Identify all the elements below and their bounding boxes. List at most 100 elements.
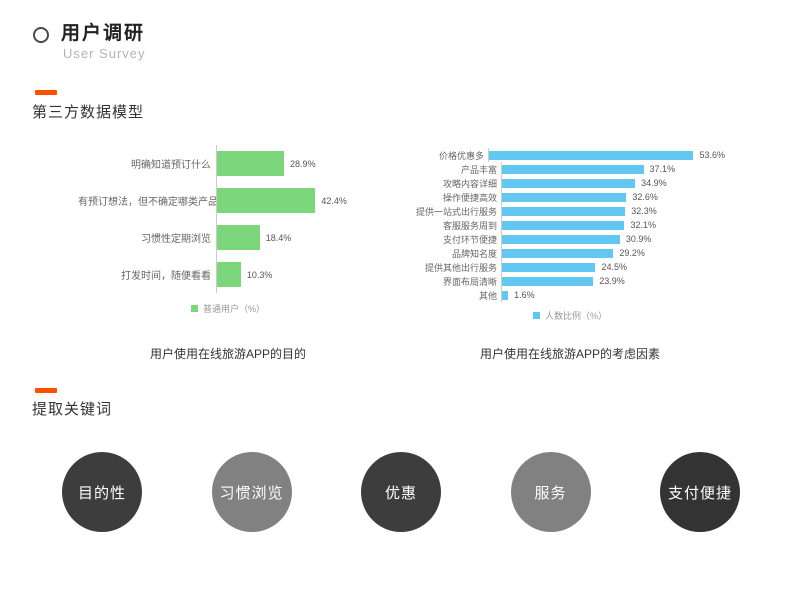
- bar-category-label: 界面布局清晰: [442, 276, 497, 287]
- chart-caption-factors: 用户使用在线旅游APP的考虑因素: [479, 347, 660, 361]
- bar-track: 29.2%: [501, 246, 725, 260]
- bar-row: 攻略内容详细 34.9%: [415, 176, 725, 190]
- bar-track: 10.3%: [216, 256, 378, 293]
- bar: [217, 225, 260, 250]
- bar-track: 32.6%: [501, 190, 725, 204]
- bar-row: 有预订想法，但不确定哪类产品 42.4%: [78, 182, 378, 219]
- bar-row: 提供一站式出行服务 32.3%: [415, 204, 725, 218]
- bar-chart-rows: 明确知道预订什么 28.9% 有预订想法，但不确定哪类产品 42.4% 习惯性定期浏览 1…: [78, 145, 378, 293]
- bar-chart-factors: 价格优惠多 53.6% 产品丰富 37.1% 攻略内容详细 34.9% 操作便捷高效 32.6…: [415, 148, 725, 322]
- bar-track: 32.3%: [501, 204, 725, 218]
- chart-legend: 普通用户（%）: [78, 302, 378, 315]
- bar-track: 53.6%: [487, 148, 725, 162]
- bar-value-label: 1.6%: [514, 290, 535, 300]
- bar-value-label: 34.9%: [641, 178, 667, 188]
- page-title: 用户调研: [61, 23, 146, 44]
- bar-category-label: 品牌知名度: [451, 248, 497, 259]
- bar-track: 18.4%: [216, 219, 378, 256]
- bar-value-label: 37.1%: [649, 164, 676, 174]
- bar: [502, 262, 596, 272]
- bar: [502, 290, 509, 300]
- bar: [502, 220, 625, 230]
- bar-row: 习惯性定期浏览 18.4%: [78, 219, 378, 256]
- bar: [217, 151, 285, 176]
- bar: [502, 234, 620, 244]
- accent-dash: [35, 90, 57, 95]
- bar-category-label: 习惯性定期浏览: [141, 234, 211, 245]
- bar-category-label: 支付环节便捷: [442, 234, 497, 245]
- bar-category-label: 其他: [478, 290, 497, 301]
- section-heading-data-model: 第三方数据模型: [32, 104, 145, 121]
- keyword-label: 支付便捷: [667, 484, 732, 502]
- keyword-circles-row: 目的性 习惯浏览 优惠 服务 支付便捷: [62, 452, 740, 532]
- bar-value-label: 30.9%: [625, 234, 652, 244]
- bar-value-label: 42.4%: [321, 195, 347, 206]
- bar-track: 23.9%: [501, 274, 725, 288]
- legend-swatch-icon: [190, 305, 198, 312]
- circle-outline-icon: [33, 27, 49, 43]
- bar-category-label: 客服服务周到: [442, 220, 497, 231]
- bar: [502, 164, 644, 174]
- keyword-label: 目的性: [77, 484, 126, 502]
- chart-caption-purpose: 用户使用在线旅游APP的目的: [149, 347, 306, 361]
- bar-value-label: 23.9%: [599, 276, 625, 286]
- bar-category-label: 提供其他出行服务: [424, 262, 497, 273]
- legend-label: 普通用户（%）: [202, 304, 265, 314]
- bar-value-label: 28.9%: [290, 158, 316, 169]
- section-heading-keywords: 提取关键词: [32, 401, 113, 418]
- bar-row: 界面布局清晰 23.9%: [415, 274, 725, 288]
- bar-row: 支付环节便捷 30.9%: [415, 232, 725, 246]
- keyword-circle: 优惠: [361, 452, 441, 532]
- bar: [502, 192, 627, 202]
- bar-category-label: 提供一站式出行服务: [415, 206, 497, 217]
- keyword-label: 习惯浏览: [219, 484, 284, 502]
- bar-category-label: 操作便捷高效: [442, 192, 497, 203]
- chart-legend: 人数比例（%）: [415, 309, 725, 322]
- keyword-label: 优惠: [384, 484, 417, 502]
- bar-value-label: 53.6%: [699, 150, 725, 160]
- legend-swatch-icon: [532, 312, 540, 319]
- bar-category-label: 价格优惠多: [438, 150, 484, 161]
- bar-value-label: 18.4%: [265, 232, 292, 243]
- bar-category-label: 打发时间，随便看看: [121, 271, 211, 282]
- bar-track: 32.1%: [501, 218, 725, 232]
- bar: [502, 276, 594, 286]
- bar: [217, 262, 241, 287]
- keyword-label: 服务: [534, 484, 567, 502]
- bar: [502, 206, 626, 216]
- bar-track: 28.9%: [216, 145, 378, 182]
- bar-value-label: 29.2%: [619, 248, 645, 258]
- bar-value-label: 32.1%: [630, 220, 656, 230]
- bar-value-label: 10.3%: [246, 269, 273, 280]
- bar-chart-rows: 价格优惠多 53.6% 产品丰富 37.1% 攻略内容详细 34.9% 操作便捷高效 32.6…: [415, 148, 725, 302]
- bar-track: 30.9%: [501, 232, 725, 246]
- keyword-circle: 服务: [510, 452, 591, 532]
- bar: [502, 178, 636, 188]
- bar-category-label: 有预订想法，但不确定哪类产品: [78, 197, 216, 208]
- keyword-circle: 目的性: [62, 452, 142, 532]
- bar-row: 产品丰富 37.1%: [415, 162, 725, 176]
- bar-value-label: 32.6%: [632, 192, 658, 202]
- bar-row: 操作便捷高效 32.6%: [415, 190, 725, 204]
- bar-category-label: 攻略内容详细: [442, 178, 497, 189]
- bar-row: 其他 1.6%: [415, 288, 725, 302]
- bar-track: 37.1%: [501, 162, 725, 176]
- bar-category-label: 产品丰富: [460, 164, 497, 175]
- bar-row: 品牌知名度 29.2%: [415, 246, 725, 260]
- bar-row: 客服服务周到 32.1%: [415, 218, 725, 232]
- bar: [217, 188, 316, 213]
- bar-row: 价格优惠多 53.6%: [415, 148, 725, 162]
- bar: [502, 248, 614, 258]
- bar-track: 1.6%: [501, 288, 725, 302]
- legend-label: 人数比例（%）: [544, 311, 607, 321]
- keyword-circle: 支付便捷: [660, 452, 740, 532]
- accent-dash: [35, 388, 57, 393]
- bar-value-label: 32.3%: [631, 206, 657, 216]
- bar-value-label: 24.5%: [601, 262, 627, 272]
- bar-track: 42.4%: [216, 182, 378, 219]
- bar-row: 打发时间，随便看看 10.3%: [78, 256, 378, 293]
- page-subtitle: User Survey: [63, 46, 146, 61]
- bar-row: 提供其他出行服务 24.5%: [415, 260, 725, 274]
- bar-row: 明确知道预订什么 28.9%: [78, 145, 378, 182]
